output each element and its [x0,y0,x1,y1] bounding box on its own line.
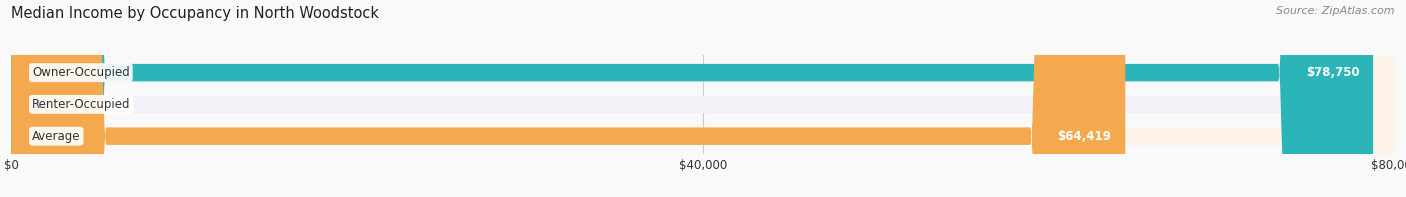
Text: Average: Average [32,130,80,143]
FancyBboxPatch shape [11,0,1395,197]
Text: Renter-Occupied: Renter-Occupied [32,98,131,111]
FancyBboxPatch shape [11,0,1395,197]
Text: $64,419: $64,419 [1057,130,1112,143]
FancyBboxPatch shape [11,0,1395,197]
FancyBboxPatch shape [11,0,1374,197]
Text: $78,750: $78,750 [1306,66,1360,79]
Text: Owner-Occupied: Owner-Occupied [32,66,129,79]
FancyBboxPatch shape [11,0,1125,197]
Text: $0: $0 [32,98,48,111]
Text: Source: ZipAtlas.com: Source: ZipAtlas.com [1277,6,1395,16]
Text: Median Income by Occupancy in North Woodstock: Median Income by Occupancy in North Wood… [11,6,380,21]
